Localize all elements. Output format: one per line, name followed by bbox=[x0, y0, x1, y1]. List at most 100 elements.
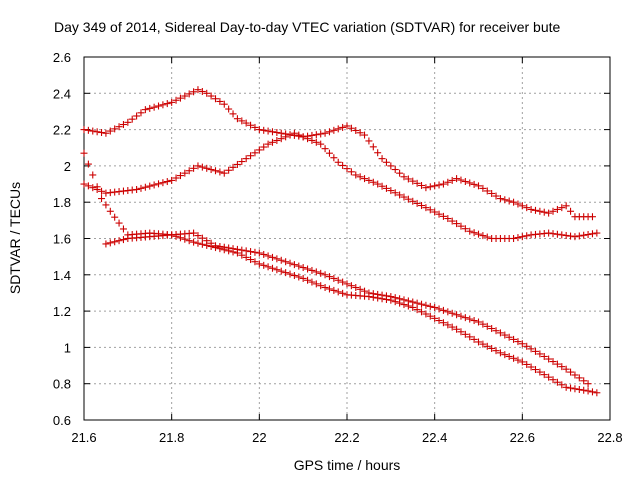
data-point bbox=[531, 366, 539, 374]
data-point bbox=[382, 158, 390, 166]
data-point bbox=[571, 233, 579, 241]
data-point bbox=[461, 225, 469, 233]
data-point bbox=[146, 104, 154, 112]
data-point bbox=[268, 138, 276, 146]
data-point bbox=[391, 294, 399, 302]
x-tick-label: 22.6 bbox=[510, 430, 535, 445]
data-point bbox=[343, 165, 351, 173]
data-point bbox=[290, 129, 298, 137]
data-point bbox=[312, 138, 320, 146]
data-point bbox=[501, 351, 509, 359]
data-point bbox=[229, 110, 237, 118]
data-point bbox=[198, 234, 206, 242]
data-point bbox=[216, 168, 224, 176]
data-point bbox=[435, 317, 443, 325]
data-point bbox=[268, 128, 276, 136]
data-point bbox=[264, 140, 272, 148]
data-point bbox=[277, 135, 285, 143]
data-point bbox=[80, 149, 88, 157]
data-point bbox=[488, 344, 496, 352]
chart-title: Day 349 of 2014, Sidereal Day-to-day VTE… bbox=[54, 19, 561, 35]
data-point bbox=[448, 176, 456, 184]
data-point bbox=[238, 246, 246, 254]
data-point bbox=[567, 232, 575, 240]
series-track-b bbox=[80, 129, 601, 242]
y-tick-label: 1.2 bbox=[53, 304, 71, 319]
data-point bbox=[369, 290, 377, 298]
data-point bbox=[255, 146, 263, 154]
data-point bbox=[106, 207, 114, 215]
data-point bbox=[352, 284, 360, 292]
x-tick-label: 22.8 bbox=[597, 430, 622, 445]
data-point bbox=[404, 297, 412, 305]
data-point bbox=[567, 384, 575, 392]
data-point bbox=[457, 312, 465, 320]
data-point bbox=[501, 196, 509, 204]
data-point bbox=[352, 171, 360, 179]
data-point bbox=[225, 244, 233, 252]
data-point bbox=[549, 358, 557, 366]
data-point bbox=[510, 235, 518, 242]
data-point bbox=[580, 386, 588, 394]
data-point bbox=[562, 383, 570, 391]
data-point bbox=[369, 143, 377, 151]
data-point bbox=[299, 264, 307, 272]
data-point bbox=[466, 227, 474, 235]
data-point bbox=[514, 200, 522, 208]
data-point bbox=[483, 233, 491, 241]
data-point bbox=[330, 126, 338, 134]
data-point bbox=[233, 115, 241, 123]
data-point bbox=[247, 248, 255, 256]
data-point bbox=[155, 180, 163, 188]
data-point bbox=[84, 160, 92, 168]
data-point bbox=[277, 267, 285, 275]
data-point bbox=[409, 298, 417, 306]
data-point bbox=[387, 293, 395, 301]
data-point bbox=[343, 122, 351, 130]
data-point bbox=[242, 253, 250, 261]
data-point bbox=[172, 96, 180, 104]
data-point bbox=[308, 266, 316, 274]
data-point bbox=[558, 363, 566, 371]
data-point bbox=[475, 230, 482, 238]
data-point bbox=[260, 261, 268, 269]
data-point bbox=[325, 128, 333, 136]
data-point bbox=[286, 131, 294, 139]
data-point bbox=[461, 330, 469, 338]
data-point bbox=[496, 195, 504, 203]
data-point bbox=[413, 306, 421, 314]
data-point bbox=[111, 213, 119, 221]
data-point bbox=[365, 176, 373, 184]
data-point bbox=[80, 180, 88, 188]
data-point bbox=[198, 163, 206, 171]
data-point bbox=[203, 164, 211, 172]
data-point bbox=[299, 274, 307, 282]
data-point bbox=[466, 333, 474, 341]
data-point bbox=[334, 288, 342, 296]
data-point bbox=[536, 350, 544, 358]
data-point bbox=[483, 187, 491, 195]
data-point bbox=[409, 197, 417, 205]
data-point bbox=[492, 192, 500, 200]
data-point bbox=[242, 155, 250, 163]
data-point bbox=[207, 166, 215, 174]
data-point bbox=[426, 206, 434, 214]
data-point bbox=[84, 126, 92, 134]
data-point bbox=[255, 126, 263, 134]
data-point bbox=[229, 245, 237, 253]
data-point bbox=[580, 377, 588, 385]
data-point bbox=[562, 231, 570, 239]
data-point bbox=[190, 238, 198, 246]
data-point bbox=[553, 360, 561, 368]
data-point bbox=[264, 252, 272, 260]
data-point bbox=[527, 205, 535, 213]
y-tick-label: 2.2 bbox=[53, 123, 71, 138]
data-point bbox=[435, 181, 443, 189]
data-point bbox=[312, 131, 320, 139]
data-point bbox=[588, 213, 596, 221]
data-point bbox=[290, 261, 298, 269]
data-point bbox=[492, 327, 500, 335]
data-point bbox=[545, 373, 553, 381]
data-point bbox=[404, 175, 412, 183]
data-point bbox=[553, 205, 561, 213]
